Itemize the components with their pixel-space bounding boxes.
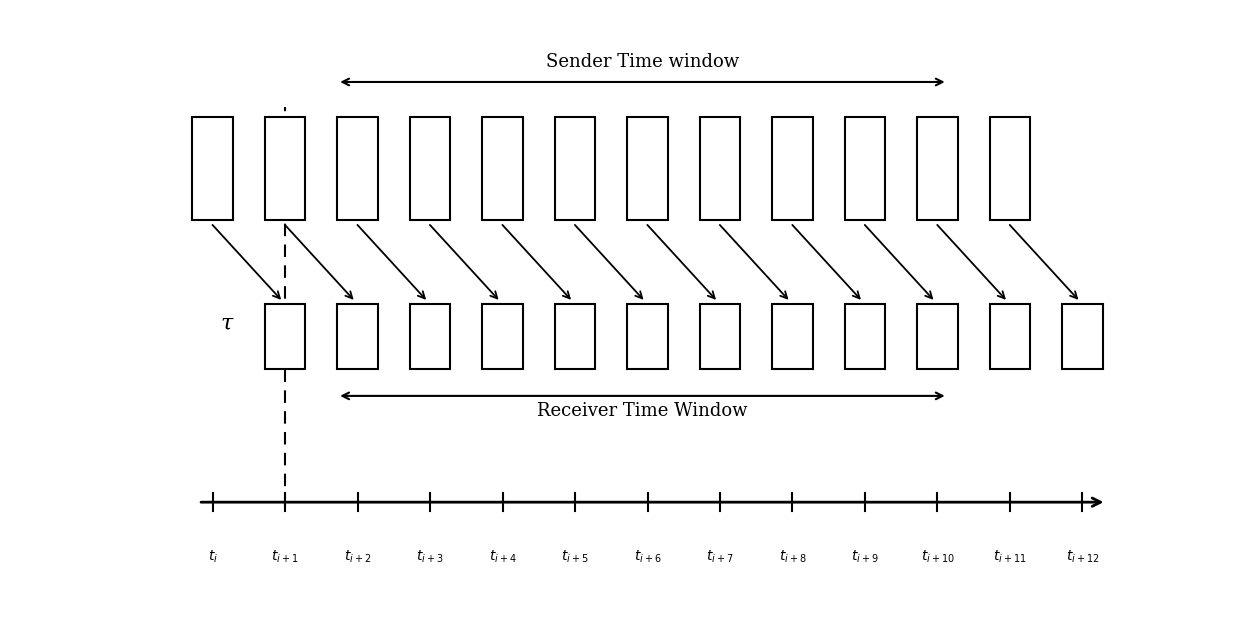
Text: $t_{i+9}$: $t_{i+9}$ bbox=[851, 548, 879, 565]
Text: τ: τ bbox=[221, 313, 233, 335]
Bar bbox=[265, 117, 305, 220]
Bar bbox=[990, 117, 1030, 220]
Bar bbox=[482, 304, 523, 369]
Bar bbox=[627, 304, 668, 369]
Text: $t_{i+1}$: $t_{i+1}$ bbox=[272, 548, 299, 565]
Bar bbox=[1063, 304, 1102, 369]
Text: $t_i$: $t_i$ bbox=[207, 548, 218, 565]
Bar bbox=[627, 117, 668, 220]
Bar bbox=[337, 304, 378, 369]
Bar bbox=[699, 304, 740, 369]
Text: $t_{i+6}$: $t_{i+6}$ bbox=[634, 548, 661, 565]
Text: Sender Time window: Sender Time window bbox=[546, 53, 739, 71]
Text: $t_{i+12}$: $t_{i+12}$ bbox=[1065, 548, 1099, 565]
Text: $t_{i+8}$: $t_{i+8}$ bbox=[779, 548, 806, 565]
Bar bbox=[554, 304, 595, 369]
Text: $t_{i+11}$: $t_{i+11}$ bbox=[993, 548, 1027, 565]
Bar bbox=[990, 304, 1030, 369]
Text: $t_{i+4}$: $t_{i+4}$ bbox=[489, 548, 516, 565]
Bar bbox=[554, 117, 595, 220]
Text: $t_{i+3}$: $t_{i+3}$ bbox=[417, 548, 444, 565]
Text: $t_{i+7}$: $t_{i+7}$ bbox=[707, 548, 734, 565]
Bar bbox=[773, 117, 812, 220]
Bar bbox=[844, 117, 885, 220]
Text: $t_{i+10}$: $t_{i+10}$ bbox=[920, 548, 955, 565]
Bar bbox=[482, 117, 523, 220]
Bar bbox=[844, 304, 885, 369]
Bar bbox=[699, 117, 740, 220]
Text: $t_{i+2}$: $t_{i+2}$ bbox=[343, 548, 371, 565]
Bar bbox=[918, 304, 957, 369]
Bar bbox=[265, 304, 305, 369]
Bar bbox=[409, 304, 450, 369]
Bar bbox=[409, 117, 450, 220]
Bar bbox=[192, 117, 233, 220]
Bar bbox=[773, 304, 812, 369]
Text: $t_{i+5}$: $t_{i+5}$ bbox=[562, 548, 589, 565]
Bar bbox=[918, 117, 957, 220]
Text: Receiver Time Window: Receiver Time Window bbox=[537, 402, 748, 420]
Bar bbox=[337, 117, 378, 220]
